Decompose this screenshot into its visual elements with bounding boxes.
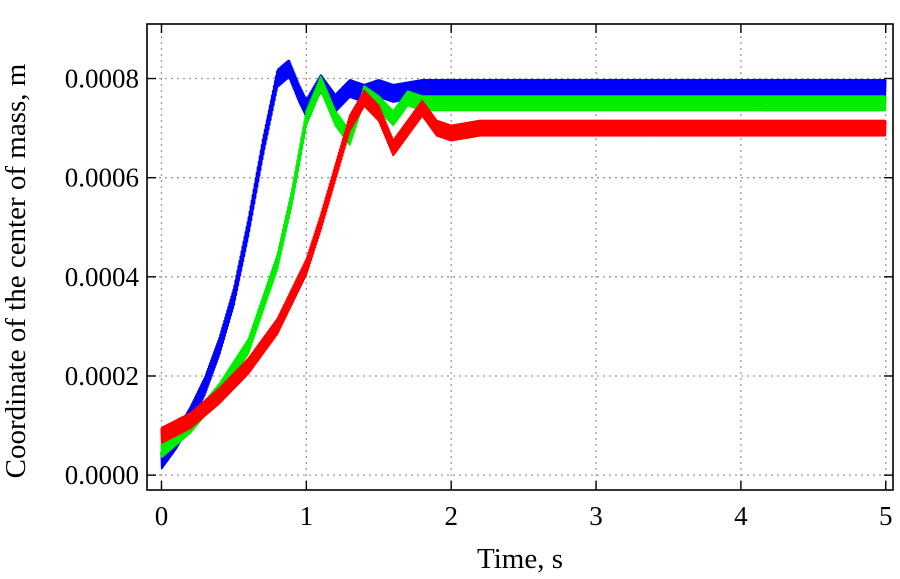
x-tick-label: 5 (879, 501, 893, 531)
y-tick-label: 0.0002 (65, 361, 139, 391)
x-tick-label: 3 (589, 501, 603, 531)
x-axis-title: Time, s (477, 543, 563, 575)
x-tick-label: 4 (734, 501, 748, 531)
series-line-2 (160, 75, 887, 458)
axis-ticks (147, 24, 893, 490)
plot-area (160, 59, 887, 470)
series-line-3 (160, 89, 887, 444)
y-axis-tick-labels: 0.0000 0.0002 0.0004 0.0006 0.0008 (65, 64, 140, 491)
y-axis-title: Coordinate of the center of mass, m (0, 63, 32, 478)
y-tick-label: 0.0000 (65, 460, 139, 490)
x-tick-label: 2 (444, 501, 458, 531)
x-tick-label: 0 (155, 501, 169, 531)
y-tick-label: 0.0006 (65, 163, 139, 193)
series-line-1 (160, 59, 887, 470)
y-tick-label: 0.0004 (65, 262, 140, 292)
plot-frame (146, 23, 894, 491)
y-tick-label: 0.0008 (65, 64, 139, 94)
x-tick-label: 1 (300, 501, 314, 531)
x-axis-tick-labels: 0 1 2 3 4 5 (155, 501, 893, 531)
grid (147, 24, 893, 490)
